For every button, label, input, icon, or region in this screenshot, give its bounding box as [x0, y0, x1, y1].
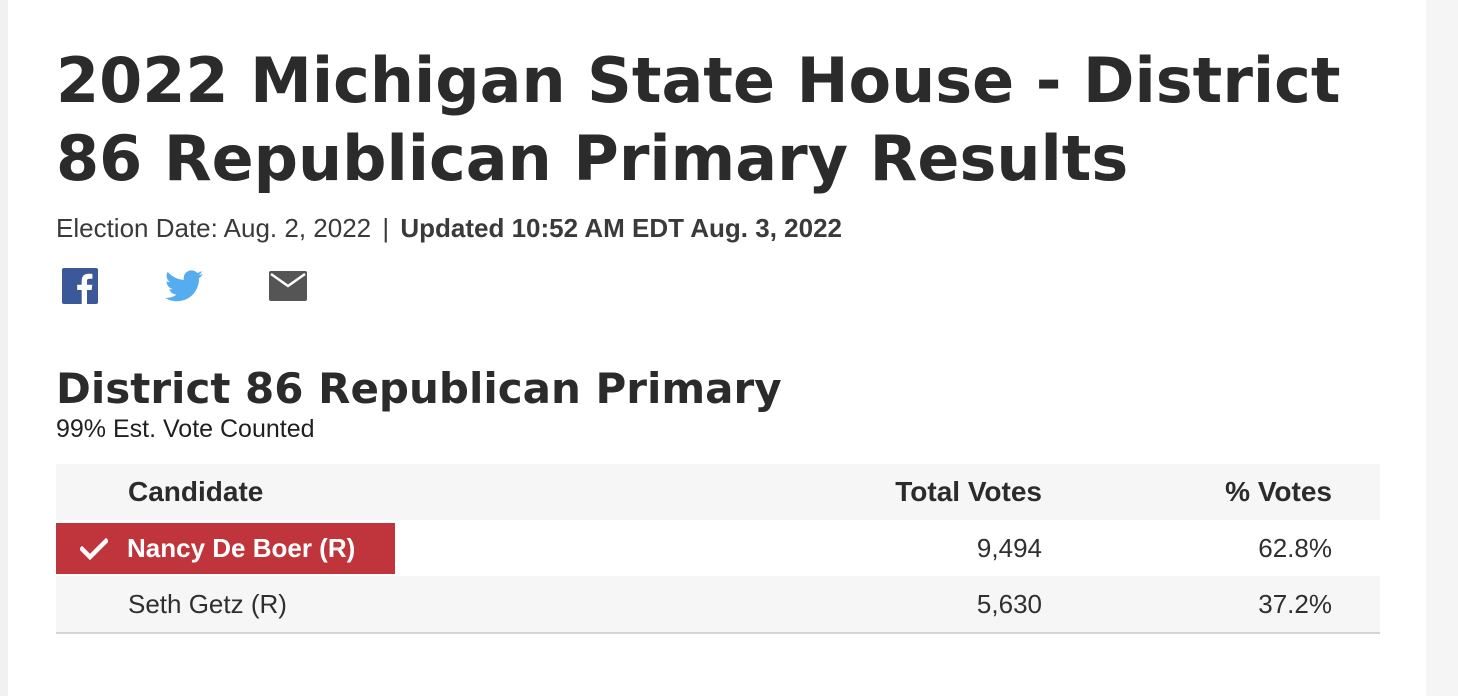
table-row: Seth Getz (R) 5,630 37.2% — [56, 576, 1380, 634]
twitter-share-button[interactable] — [164, 266, 204, 306]
header-candidate: Candidate — [128, 476, 264, 507]
facebook-icon — [62, 268, 98, 304]
results-content: 2022 Michigan State House - District 86 … — [56, 42, 1386, 634]
right-scroll-gutter — [1426, 0, 1458, 696]
results-table: Candidate Total Votes % Votes Nancy De B… — [56, 464, 1380, 634]
meta-separator: | — [382, 213, 390, 243]
election-meta: Election Date: Aug. 2, 2022 | Updated 10… — [56, 212, 1386, 244]
reporting-status: 99% Est. Vote Counted — [56, 415, 315, 443]
header-total-votes: Total Votes — [895, 476, 1042, 507]
checkmark-icon — [80, 523, 108, 574]
facebook-share-button[interactable] — [60, 266, 100, 306]
candidate-name: Nancy De Boer (R) — [127, 532, 356, 563]
candidate-name: Seth Getz (R) — [128, 588, 287, 619]
winner-highlight — [56, 523, 395, 574]
share-bar — [56, 266, 1386, 306]
table-header-row: Candidate Total Votes % Votes — [56, 464, 1380, 520]
page-title: 2022 Michigan State House - District 86 … — [56, 44, 1341, 195]
race-title: District 86 Republican Primary — [56, 364, 782, 413]
election-date: Election Date: Aug. 2, 2022 — [56, 213, 372, 243]
table-row-winner: Nancy De Boer (R) 9,494 62.8% — [56, 520, 1380, 576]
mail-icon — [269, 271, 307, 301]
twitter-icon — [165, 270, 203, 302]
candidate-pct: 62.8% — [1258, 532, 1332, 563]
updated-time: Updated 10:52 AM EDT Aug. 3, 2022 — [400, 213, 842, 243]
candidate-votes: 9,494 — [976, 532, 1042, 563]
candidate-votes: 5,630 — [976, 588, 1042, 619]
candidate-pct: 37.2% — [1258, 588, 1332, 619]
header-pct-votes: % Votes — [1225, 476, 1332, 507]
left-edge — [0, 0, 8, 696]
email-share-button[interactable] — [268, 266, 308, 306]
